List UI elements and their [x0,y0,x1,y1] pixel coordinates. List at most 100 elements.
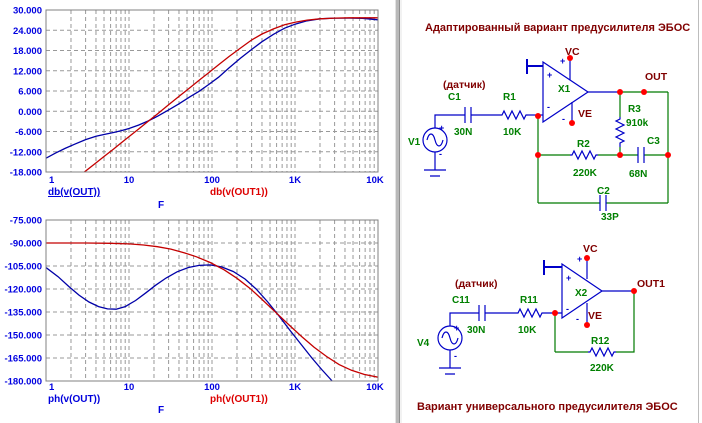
opamp-x1[interactable]: + - X1 + - VC VE [526,46,620,124]
opamp-triangle[interactable] [561,262,604,320]
y-tick-label: -105.000 [4,262,42,273]
part-ref[interactable]: R11 [520,295,538,306]
part-ref[interactable]: C11 [452,295,470,306]
y-tick-label: 0.000 [18,107,42,118]
y-tick-label: 6.000 [18,87,42,98]
y-tick-label: -180.000 [4,377,42,388]
part-ref[interactable]: R2 [577,139,590,150]
source-plus-sign: + [454,323,459,333]
legend-db(v(OUT))[interactable]: db(v(OUT)) [48,187,100,198]
part-ref[interactable]: C3 [647,136,660,147]
source-ref[interactable]: V1 [408,137,421,148]
opamp-x2[interactable]: + - X2 + - VC VE [543,243,634,325]
part-value[interactable]: 30N [454,127,472,138]
y-tick-label: 30.000 [13,6,42,17]
grid [46,10,378,172]
junction-dot [535,113,541,119]
feedback-net-wires [554,291,635,353]
part-value[interactable]: 68N [629,169,647,180]
x-tick-label: 100 [204,382,220,393]
capacitor-symbol [464,107,500,123]
part-ref[interactable]: R1 [503,92,516,103]
capacitor-c11[interactable]: C11 30N [452,295,516,336]
source-minus-sign: - [454,351,457,361]
junction-dots-top [535,55,671,158]
phase-plot: -75.000 -90.000 -105.000 -120.000 -135.000 -1… [4,216,383,417]
curve-db(v(OUT)) [46,17,378,159]
y-tick-label: -150.000 [4,331,42,342]
curve-db(v(OUT1)) [83,17,378,172]
x-tick-label: 1 [49,382,55,393]
curves [46,242,378,381]
part-ref[interactable]: X1 [558,84,571,95]
source-v1[interactable]: + - V1 [408,114,465,177]
opamp-triangle[interactable] [542,60,590,124]
node-label-out1[interactable]: OUT1 [637,278,665,290]
resistor-symbol [570,149,598,161]
legend-ph(v(OUT1))[interactable]: ph(v(OUT1)) [210,394,268,405]
x-tick-label: 10K [366,175,384,186]
opamp-plus-input-sign: + [547,70,552,80]
y-tick-label: -6.000 [15,127,42,138]
y-tick-label: 24.000 [13,26,42,37]
x-tick-label: 1K [289,175,301,186]
part-value[interactable]: 220K [573,168,598,179]
part-ref[interactable]: C2 [597,186,610,197]
sine-glyph [441,331,459,345]
part-ref[interactable]: R3 [628,104,641,115]
capacitor-c1[interactable]: C1 30N [448,92,500,138]
part-ref[interactable]: X2 [575,288,588,299]
node-label-ve[interactable]: VE [588,310,602,322]
resistor-r12[interactable]: R12 220K [588,336,616,374]
source-plus-sign: + [439,123,444,133]
junction-dot [535,152,541,158]
ground-icon [424,152,446,177]
junction-dot [617,89,623,95]
schematic-panel: Адаптированный вариант предусилителя ЭБО… [408,22,690,413]
schematic-title-top: Адаптированный вариант предусилителя ЭБО… [425,22,690,34]
legend-db(v(OUT1))[interactable]: db(v(OUT1)) [210,187,268,198]
curve-ph(v(OUT)) [46,264,333,381]
sensor-label-bottom[interactable]: (датчик) [455,278,497,290]
vc-pin-dot [584,255,590,261]
source-ref[interactable]: V4 [417,338,430,349]
part-value[interactable]: 220K [590,363,615,374]
plot-frame [45,9,379,173]
ve-pin-dot [569,120,575,126]
plot-frame [45,219,379,382]
y-tick-label: -135.000 [4,308,42,319]
part-value[interactable]: 30N [467,325,485,336]
part-ref[interactable]: R12 [591,336,610,347]
node-label-ve[interactable]: VE [578,108,592,120]
resistor-r2[interactable]: R2 220K [570,139,598,179]
part-value[interactable]: 33P [601,212,619,223]
capacitor-symbol [599,195,607,211]
part-value[interactable]: 10K [518,325,537,336]
resistor-r3[interactable]: R3 910k [614,104,649,147]
part-ref[interactable]: C1 [448,92,461,103]
node-label-out[interactable]: OUT [645,71,668,83]
capacitor-symbol [478,305,516,321]
node-label-vc[interactable]: VC [583,243,598,255]
capacitor-c2[interactable]: C2 33P [597,186,619,223]
window-splitter[interactable] [394,0,402,423]
analysis-plot-panel: 30.000 24.000 18.000 12.000 6.000 0.000 -6.000… [4,5,384,417]
grid [46,220,378,381]
noninverting-ground-icon [526,59,543,74]
vc-plus-sign: + [577,254,582,264]
capacitor-c3[interactable]: C3 68N [629,136,660,180]
ve-pin-dot [584,322,590,328]
x-tick-label: 10 [124,382,135,393]
part-value[interactable]: 910k [626,118,649,129]
x-axis-name: F [158,200,164,211]
opamp-minus-input-sign: - [547,102,550,112]
schematic-title-bottom: Вариант универсального предусилителя ЭБО… [417,401,678,413]
legend-ph(v(OUT))[interactable]: ph(v(OUT)) [48,394,100,405]
opamp-plus-input-sign: + [566,273,571,283]
node-label-vc[interactable]: VC [565,46,580,58]
junction-dot [665,152,671,158]
part-value[interactable]: 10K [503,127,522,138]
sensor-label-top[interactable]: (датчик) [443,79,485,91]
source-v4[interactable]: + - V4 [417,312,479,375]
